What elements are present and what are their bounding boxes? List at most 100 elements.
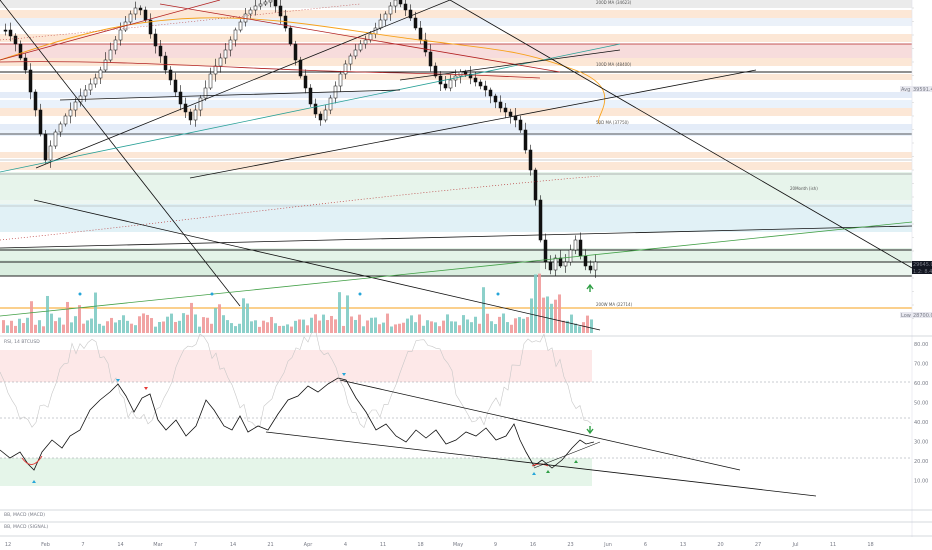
volume-bar bbox=[130, 323, 133, 333]
candle bbox=[208, 73, 213, 89]
candle bbox=[53, 131, 58, 147]
candle bbox=[518, 119, 523, 131]
rsi-oversold-zone bbox=[0, 458, 592, 486]
annotation-200w: 200W MA (22714) bbox=[596, 302, 633, 307]
time-tick: Feb bbox=[41, 542, 50, 548]
low-value: 28700.00 bbox=[913, 313, 932, 319]
low-label: Low bbox=[901, 313, 911, 319]
candle bbox=[398, 0, 403, 5]
volume-bar bbox=[586, 315, 589, 333]
annotation-200d: 200D MA (34623) bbox=[596, 0, 632, 5]
rsi-tick: 10.00 bbox=[914, 479, 928, 485]
volume-bar bbox=[202, 317, 205, 333]
candle bbox=[18, 43, 23, 59]
volume-bar bbox=[66, 301, 69, 333]
down-arrow-icon bbox=[586, 426, 594, 435]
candle bbox=[418, 27, 423, 41]
volume-bar bbox=[414, 322, 417, 333]
rsi-marker-blue-3 bbox=[32, 480, 36, 483]
candle bbox=[363, 39, 368, 45]
candle bbox=[93, 77, 98, 85]
volume-bar bbox=[74, 316, 77, 333]
rsi-tick: 50.00 bbox=[914, 401, 928, 407]
candle bbox=[433, 65, 438, 77]
signal-dot-2 bbox=[358, 292, 362, 296]
rsi-marker-blue-2 bbox=[342, 373, 346, 376]
volume-bar bbox=[530, 298, 533, 333]
volume-bar bbox=[310, 317, 313, 333]
candle bbox=[228, 39, 233, 51]
time-tick: 18 bbox=[867, 542, 873, 548]
candle bbox=[58, 123, 63, 133]
volume-bar bbox=[314, 314, 317, 333]
volume-bar bbox=[290, 326, 293, 333]
volume-bar bbox=[574, 323, 577, 333]
candle bbox=[293, 43, 298, 61]
volume-bar bbox=[278, 325, 281, 333]
candle bbox=[238, 21, 243, 31]
volume-bar bbox=[118, 320, 121, 333]
volume-bar bbox=[458, 325, 461, 333]
rsi-trendline-1 bbox=[339, 379, 741, 471]
volume-bar bbox=[102, 325, 105, 333]
candle bbox=[118, 29, 123, 41]
candle bbox=[108, 49, 113, 61]
time-tick: Jun bbox=[603, 542, 612, 548]
volume-bar bbox=[354, 319, 357, 333]
candle bbox=[543, 239, 548, 263]
candle bbox=[538, 199, 543, 241]
candle bbox=[353, 49, 358, 57]
time-tick: May bbox=[453, 542, 463, 548]
volume-bar bbox=[34, 324, 37, 333]
candle bbox=[13, 35, 18, 45]
trend-line-10 bbox=[399, 49, 621, 81]
avg-tag bbox=[900, 86, 932, 92]
candle bbox=[568, 249, 573, 263]
candle bbox=[158, 45, 163, 57]
candle bbox=[163, 55, 168, 71]
candle bbox=[313, 103, 318, 115]
volume-bar bbox=[270, 316, 273, 333]
candle bbox=[28, 69, 33, 93]
ma-trend bbox=[0, 61, 541, 79]
candle bbox=[523, 129, 528, 151]
volume-bar bbox=[246, 303, 249, 333]
volume-bar bbox=[70, 322, 73, 333]
volume-bar bbox=[514, 318, 517, 333]
candle bbox=[203, 87, 208, 99]
rsi-marker-blue-4 bbox=[532, 472, 536, 475]
time-tick: 11 bbox=[380, 542, 386, 548]
candle bbox=[513, 115, 518, 121]
volume-bar bbox=[98, 323, 101, 333]
candle bbox=[43, 133, 48, 161]
volume-bar bbox=[490, 321, 493, 333]
volume-bar bbox=[198, 326, 201, 333]
candle bbox=[438, 75, 443, 85]
volume-bar bbox=[42, 326, 45, 333]
candle bbox=[218, 57, 223, 67]
volume-bar bbox=[114, 322, 117, 333]
rsi-tick: 70.00 bbox=[914, 362, 928, 368]
volume-bar bbox=[90, 318, 93, 333]
volume-bar bbox=[38, 320, 41, 333]
time-tick: 6 bbox=[644, 542, 647, 548]
time-tick: 13 bbox=[680, 542, 686, 548]
trend-line-11 bbox=[59, 89, 401, 101]
candle bbox=[198, 97, 203, 111]
volume-bar bbox=[518, 317, 521, 333]
volume-bar bbox=[326, 320, 329, 333]
volume-bar bbox=[262, 320, 265, 333]
candle bbox=[413, 17, 418, 29]
candle bbox=[128, 13, 133, 23]
candle bbox=[548, 261, 553, 271]
candle bbox=[233, 29, 238, 41]
rsi-tick: 60.00 bbox=[914, 381, 928, 387]
trend-line-9 bbox=[159, 3, 561, 73]
avg-label: Avg bbox=[901, 87, 910, 93]
candle bbox=[3, 29, 8, 32]
volume-bar bbox=[418, 314, 421, 333]
candle bbox=[148, 19, 153, 35]
volume-bar bbox=[14, 325, 17, 333]
volume-bar bbox=[446, 314, 449, 333]
